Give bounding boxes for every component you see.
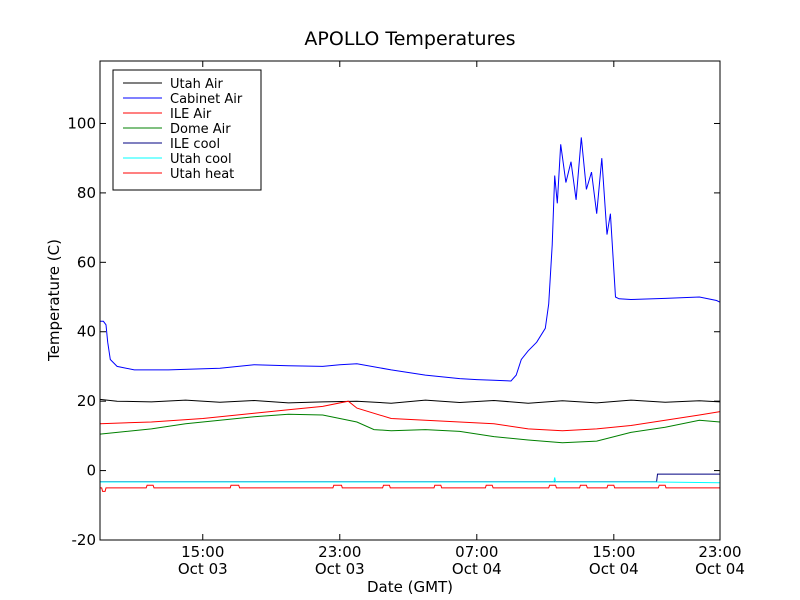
series-line-ile-cool xyxy=(100,473,720,483)
plot-frame xyxy=(99,60,721,541)
x-tick-time-label: 23:00 xyxy=(318,543,361,561)
x-tick-time-label: 15:00 xyxy=(181,543,224,561)
x-tick-date-label: Oct 04 xyxy=(589,560,639,578)
legend-label-utah-air: Utah Air xyxy=(170,77,223,92)
series-line-cabinet-air xyxy=(100,137,721,382)
legend-label-ile-cool: ILE cool xyxy=(170,137,220,152)
legend-label-utah-heat: Utah heat xyxy=(170,167,234,182)
x-tick-date-label: Oct 04 xyxy=(452,560,502,578)
legend-label-dome-air: Dome Air xyxy=(170,122,231,137)
y-tick-label: 80 xyxy=(77,184,96,202)
y-tick-label: -20 xyxy=(72,531,97,549)
series-line-dome-air xyxy=(99,413,721,444)
y-axis-label: Temperature (C) xyxy=(45,239,63,362)
series-line-ile-air xyxy=(99,400,721,432)
y-tick-label: 0 xyxy=(86,462,96,480)
x-tick-time-label: 15:00 xyxy=(592,543,635,561)
x-tick-time-label: 07:00 xyxy=(455,543,498,561)
series-line-utah-cool xyxy=(100,477,721,484)
legend-label-ile-air: ILE Air xyxy=(170,107,212,122)
legend-box xyxy=(112,69,262,191)
series-line-utah-heat xyxy=(100,484,720,492)
y-axis-tick-labels: -20 0 20 40 60 80 100 xyxy=(67,114,96,549)
chart-title: APOLLO Temperatures xyxy=(304,28,515,50)
x-tick-date-label: Oct 03 xyxy=(315,560,365,578)
y-tick-label: 40 xyxy=(77,323,96,341)
y-tick-label: 20 xyxy=(77,392,96,410)
legend-label-cabinet-air: Cabinet Air xyxy=(170,92,243,107)
plot-area xyxy=(99,60,721,541)
x-axis-label: Date (GMT) xyxy=(367,578,453,596)
y-tick-label: 100 xyxy=(67,114,96,132)
x-tick-date-label: Oct 04 xyxy=(695,560,745,578)
x-tick-time-label: 23:00 xyxy=(698,543,741,561)
x-tick-date-label: Oct 03 xyxy=(178,560,228,578)
y-tick-label: 60 xyxy=(77,253,96,271)
legend-label-utah-cool: Utah cool xyxy=(170,152,232,167)
series-line-utah-air xyxy=(99,398,721,404)
